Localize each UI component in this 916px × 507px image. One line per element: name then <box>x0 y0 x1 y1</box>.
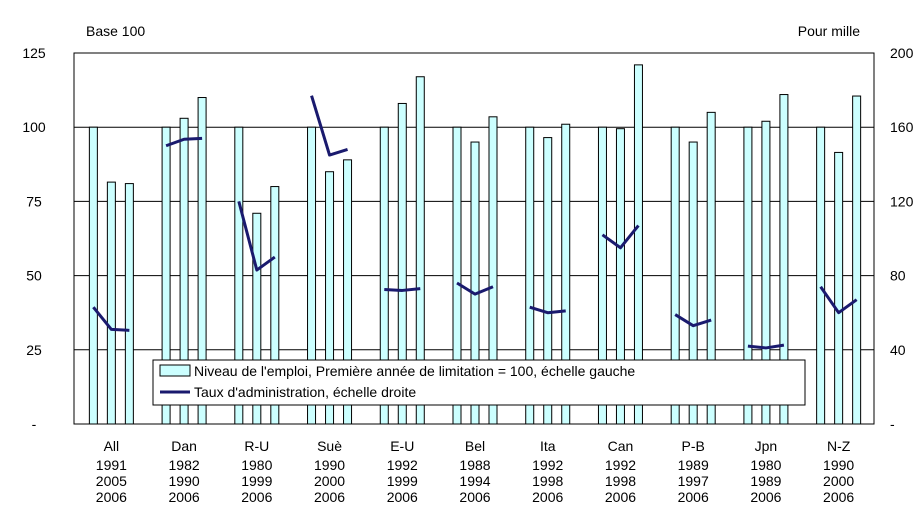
year-label: 2006 <box>750 489 781 505</box>
year-label: 1999 <box>387 473 418 489</box>
year-label: 1980 <box>241 457 272 473</box>
year-label: 2000 <box>314 473 345 489</box>
admin-rate-line <box>601 224 640 250</box>
year-label: 1992 <box>532 457 563 473</box>
category-label: Ita <box>540 438 556 454</box>
employment-bar <box>106 181 116 425</box>
employment-bar <box>852 95 862 425</box>
year-label: 1990 <box>823 457 854 473</box>
year-label: 1991 <box>96 457 127 473</box>
year-label: 1980 <box>750 457 781 473</box>
year-label: 1999 <box>241 473 272 489</box>
admin-rate-line <box>237 201 276 272</box>
legend-line-label: Taux d'administration, échelle droite <box>194 384 416 400</box>
year-label: 2006 <box>96 489 127 505</box>
left-tick-label: 100 <box>22 119 46 135</box>
right-tick-label: 120 <box>890 193 914 209</box>
left-tick-label: - <box>32 416 37 432</box>
admin-rate-lines <box>92 95 858 350</box>
year-label: 2006 <box>532 489 563 505</box>
year-label: 2006 <box>314 489 345 505</box>
admin-rate-line <box>165 136 203 148</box>
category-label: Dan <box>171 438 197 454</box>
right-tick-label: 200 <box>890 45 914 61</box>
legend-box <box>152 359 806 406</box>
admin-rate-line <box>456 281 494 296</box>
employment-bar <box>88 126 98 425</box>
year-label: 1990 <box>314 457 345 473</box>
admin-rate-line <box>384 287 421 292</box>
right-tick-label: - <box>890 416 895 432</box>
year-label: 1989 <box>750 473 781 489</box>
admin-rate-line <box>819 285 858 315</box>
category-label: Jpn <box>755 438 778 454</box>
category-label: Bel <box>465 438 485 454</box>
plot-area-frame <box>73 52 875 425</box>
admin-rate-line <box>674 313 712 328</box>
right-tick-label: 80 <box>890 268 906 284</box>
right-axis-ticks: - 40 80 120 160 200 <box>890 45 914 432</box>
year-label: 2006 <box>387 489 418 505</box>
year-label: 2005 <box>96 473 127 489</box>
year-label: 2006 <box>605 489 636 505</box>
category-label: R-U <box>244 438 269 454</box>
category-label: Suè <box>317 438 342 454</box>
admin-rate-line <box>310 95 348 157</box>
left-tick-label: 125 <box>22 45 46 61</box>
category-label: All <box>104 438 120 454</box>
right-axis-label: Pour mille <box>798 23 860 39</box>
x-axis-labels: All199120052006Dan198219902006R-U1980199… <box>96 438 855 505</box>
year-label: 1994 <box>459 473 490 489</box>
category-label: P-B <box>682 438 705 454</box>
right-tick-label: 40 <box>890 342 906 358</box>
category-label: E-U <box>390 438 414 454</box>
left-axis-label: Base 100 <box>86 23 145 39</box>
year-label: 2006 <box>241 489 272 505</box>
left-tick-label: 50 <box>26 268 42 284</box>
right-tick-label: 160 <box>890 119 914 135</box>
year-label: 1998 <box>532 473 563 489</box>
year-label: 1988 <box>459 457 490 473</box>
year-label: 2006 <box>169 489 200 505</box>
employment-bar <box>816 126 826 425</box>
admin-rate-line <box>747 343 785 350</box>
admin-rate-line <box>529 305 566 315</box>
category-label: Can <box>608 438 634 454</box>
year-label: 2006 <box>678 489 709 505</box>
legend-bar-label: Niveau de l'emploi, Première année de li… <box>194 363 635 379</box>
employment-bar <box>834 151 844 425</box>
legend-bar-swatch <box>159 364 191 377</box>
employment-bars <box>88 64 862 425</box>
year-label: 2000 <box>823 473 854 489</box>
year-label: 1982 <box>169 457 200 473</box>
year-label: 1990 <box>169 473 200 489</box>
employment-bar <box>124 183 134 425</box>
left-axis-ticks: - 25 50 75 100 125 <box>22 45 46 432</box>
legend: Niveau de l'emploi, Première année de li… <box>152 359 806 406</box>
year-label: 2006 <box>459 489 490 505</box>
category-label: N-Z <box>827 438 851 454</box>
year-label: 1998 <box>605 473 636 489</box>
year-label: 1989 <box>678 457 709 473</box>
year-label: 1997 <box>678 473 709 489</box>
year-label: 1992 <box>387 457 418 473</box>
admin-rate-line <box>92 306 130 332</box>
left-tick-label: 25 <box>26 342 42 358</box>
year-label: 1992 <box>605 457 636 473</box>
left-tick-label: 75 <box>26 193 42 209</box>
year-label: 2006 <box>823 489 854 505</box>
